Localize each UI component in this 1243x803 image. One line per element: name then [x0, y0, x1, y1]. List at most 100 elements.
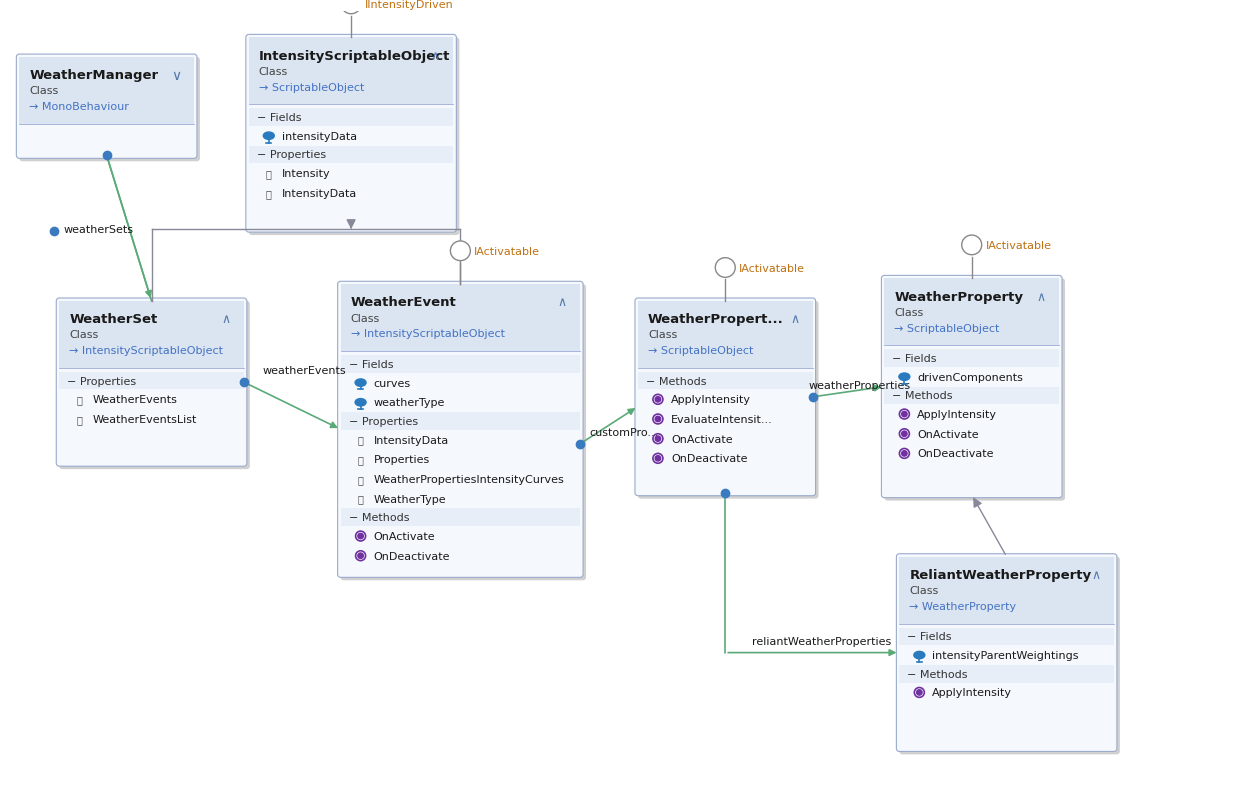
FancyBboxPatch shape: [249, 39, 460, 236]
Text: weatherType: weatherType: [374, 397, 445, 408]
Text: − Fields: − Fields: [892, 353, 937, 364]
Text: intensityParentWeightings: intensityParentWeightings: [932, 650, 1079, 660]
Text: ∧: ∧: [431, 50, 440, 63]
Bar: [885, 350, 1059, 368]
Bar: [341, 356, 580, 373]
Circle shape: [715, 259, 736, 278]
Bar: [341, 285, 580, 352]
Circle shape: [655, 436, 661, 442]
FancyBboxPatch shape: [638, 302, 819, 499]
Text: Class: Class: [259, 67, 288, 76]
Bar: [60, 373, 244, 390]
Text: IIntensityDriven: IIntensityDriven: [365, 0, 454, 10]
Text: weatherProperties: weatherProperties: [809, 381, 911, 390]
Bar: [900, 628, 1114, 646]
Text: WeatherPropert...: WeatherPropert...: [648, 312, 783, 326]
FancyBboxPatch shape: [635, 299, 815, 496]
Ellipse shape: [355, 380, 367, 387]
Circle shape: [901, 412, 907, 418]
FancyBboxPatch shape: [338, 282, 583, 577]
Text: → ScriptableObject: → ScriptableObject: [895, 323, 999, 333]
Ellipse shape: [264, 132, 275, 141]
Text: ApplyIntensity: ApplyIntensity: [932, 687, 1012, 698]
Text: reliantWeatherProperties: reliantWeatherProperties: [752, 636, 891, 646]
Text: → IntensityScriptableObject: → IntensityScriptableObject: [351, 329, 505, 339]
Circle shape: [358, 534, 363, 539]
Text: IntensityData: IntensityData: [282, 189, 357, 198]
Circle shape: [341, 0, 360, 14]
Text: → ScriptableObject: → ScriptableObject: [648, 346, 753, 356]
Bar: [900, 665, 1114, 683]
Text: WeatherSet: WeatherSet: [70, 312, 158, 326]
Text: Properties: Properties: [374, 454, 430, 465]
FancyBboxPatch shape: [20, 58, 200, 162]
Text: → ScriptableObject: → ScriptableObject: [259, 83, 364, 92]
Text: Class: Class: [70, 330, 98, 340]
Text: ∧: ∧: [558, 296, 567, 309]
Circle shape: [655, 417, 661, 422]
Text: WeatherProperty: WeatherProperty: [895, 290, 1023, 304]
Text: EvaluateIntensit...: EvaluateIntensit...: [671, 414, 773, 425]
Text: → IntensityScriptableObject: → IntensityScriptableObject: [70, 346, 224, 356]
Text: − Methods: − Methods: [646, 376, 706, 386]
Text: − Fields: − Fields: [907, 632, 952, 642]
Text: ∨: ∨: [172, 68, 181, 83]
Ellipse shape: [914, 651, 925, 659]
Text: − Fields: − Fields: [348, 360, 393, 369]
Text: 🔧: 🔧: [358, 435, 363, 445]
Text: Class: Class: [30, 87, 58, 96]
Text: − Methods: − Methods: [907, 669, 968, 679]
Circle shape: [655, 397, 661, 402]
Text: WeatherType: WeatherType: [374, 494, 446, 504]
Text: Class: Class: [910, 585, 938, 595]
Ellipse shape: [899, 373, 910, 381]
Text: ∧: ∧: [1037, 290, 1045, 304]
Text: → MonoBehaviour: → MonoBehaviour: [30, 102, 129, 112]
Text: OnDeactivate: OnDeactivate: [671, 454, 747, 464]
Text: OnActivate: OnActivate: [374, 532, 435, 541]
Text: OnActivate: OnActivate: [917, 429, 979, 439]
Text: Class: Class: [648, 330, 677, 340]
Text: OnActivate: OnActivate: [671, 434, 732, 444]
Text: ∧: ∧: [791, 312, 799, 326]
Bar: [638, 373, 813, 390]
Text: 🔧: 🔧: [76, 414, 82, 425]
FancyBboxPatch shape: [56, 299, 247, 467]
Bar: [638, 302, 813, 369]
Bar: [249, 146, 454, 164]
Bar: [341, 509, 580, 527]
Text: WeatherEventsList: WeatherEventsList: [92, 414, 196, 425]
Text: customPro...: customPro...: [589, 427, 659, 438]
Text: 🔧: 🔧: [266, 169, 272, 179]
Text: ApplyIntensity: ApplyIntensity: [671, 395, 751, 405]
Text: OnDeactivate: OnDeactivate: [917, 449, 994, 459]
Circle shape: [962, 236, 982, 255]
Text: − Methods: − Methods: [348, 512, 409, 523]
Bar: [249, 109, 454, 127]
Bar: [20, 58, 194, 124]
Text: curves: curves: [374, 378, 410, 388]
Text: 🔧: 🔧: [358, 494, 363, 504]
Bar: [60, 302, 244, 369]
Text: ReliantWeatherProperty: ReliantWeatherProperty: [910, 569, 1091, 581]
Text: Class: Class: [895, 308, 924, 317]
Text: 🔧: 🔧: [76, 395, 82, 405]
Text: − Properties: − Properties: [67, 376, 137, 386]
Text: − Properties: − Properties: [348, 417, 418, 426]
Text: Class: Class: [351, 313, 380, 324]
Circle shape: [916, 690, 922, 695]
FancyBboxPatch shape: [16, 55, 196, 159]
Bar: [341, 413, 580, 430]
Text: ∧: ∧: [1091, 569, 1100, 581]
Text: WeatherPropertiesIntensityCurves: WeatherPropertiesIntensityCurves: [374, 475, 564, 484]
Text: OnDeactivate: OnDeactivate: [374, 551, 450, 561]
FancyBboxPatch shape: [341, 285, 587, 581]
Text: intensityData: intensityData: [282, 132, 357, 141]
Text: weatherSets: weatherSets: [63, 225, 134, 234]
Text: − Properties: − Properties: [257, 150, 326, 160]
Circle shape: [450, 242, 470, 261]
Text: WeatherEvent: WeatherEvent: [351, 296, 456, 309]
Text: ApplyIntensity: ApplyIntensity: [917, 410, 997, 419]
Text: IActivatable: IActivatable: [740, 263, 805, 273]
Text: drivenComponents: drivenComponents: [917, 373, 1023, 382]
